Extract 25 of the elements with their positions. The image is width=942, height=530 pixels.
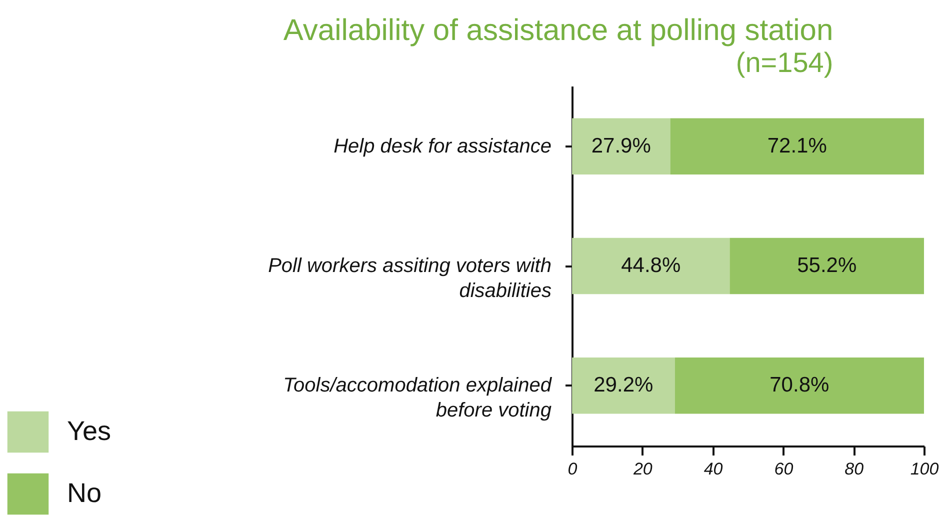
legend-label: No [67, 478, 102, 508]
x-tick-label: 40 [704, 460, 724, 478]
bar [572, 118, 670, 175]
y-tick-label: Tools/accomodation explained before voting [283, 374, 552, 422]
x-tick-label: 20 [632, 460, 653, 478]
data-label: 70.8% [770, 374, 830, 397]
x-tick-label: 100 [910, 460, 940, 478]
chart-title: Availability of assistance at polling station [283, 14, 834, 47]
y-tick-label: Help desk for assistance [334, 135, 552, 158]
bar [670, 118, 924, 175]
chart-subtitle: (n=154) [736, 47, 834, 78]
bar [572, 238, 730, 294]
bar [730, 238, 924, 294]
x-tick-label: 0 [568, 460, 578, 478]
legend-label: Yes [67, 416, 112, 446]
data-label: 44.8% [621, 254, 681, 277]
y-tick-label: Poll workers assiting voters with disabilities [268, 255, 552, 302]
bar [572, 357, 675, 414]
x-tick-label: 80 [844, 460, 864, 478]
data-label: 27.9% [591, 134, 651, 158]
bar [674, 357, 924, 414]
data-label: 29.2% [594, 374, 654, 397]
data-label: 55.2% [797, 254, 857, 277]
x-tick-label: 60 [774, 460, 794, 478]
data-label: 72.1% [767, 134, 827, 158]
